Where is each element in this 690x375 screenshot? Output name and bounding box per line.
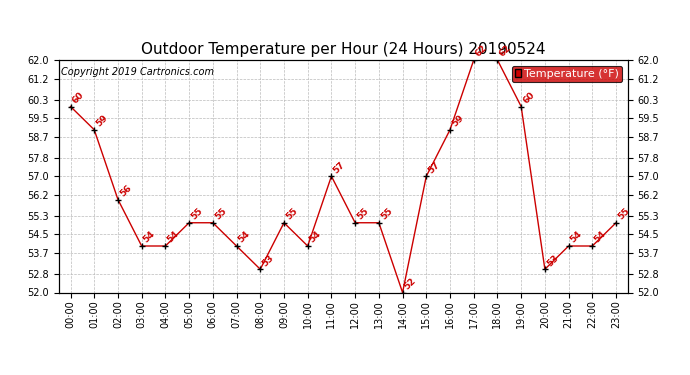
Text: 62: 62: [474, 44, 489, 59]
Text: 59: 59: [450, 113, 465, 129]
Text: 53: 53: [545, 253, 560, 268]
Text: 57: 57: [331, 160, 346, 175]
Text: 55: 55: [284, 206, 299, 222]
Text: 55: 55: [355, 206, 371, 222]
Text: 59: 59: [95, 113, 110, 129]
Text: 55: 55: [189, 206, 204, 222]
Legend: Temperature (°F): Temperature (°F): [512, 66, 622, 82]
Text: 54: 54: [141, 230, 157, 245]
Text: 55: 55: [379, 206, 394, 222]
Text: 54: 54: [166, 230, 181, 245]
Text: 54: 54: [592, 230, 608, 245]
Title: Outdoor Temperature per Hour (24 Hours) 20190524: Outdoor Temperature per Hour (24 Hours) …: [141, 42, 546, 57]
Text: 57: 57: [426, 160, 442, 175]
Text: Copyright 2019 Cartronics.com: Copyright 2019 Cartronics.com: [61, 67, 215, 77]
Text: 62: 62: [497, 44, 513, 59]
Text: 52: 52: [402, 276, 417, 291]
Text: 60: 60: [521, 90, 536, 105]
Text: 56: 56: [118, 183, 133, 198]
Text: 54: 54: [308, 230, 323, 245]
Text: 54: 54: [569, 230, 584, 245]
Text: 55: 55: [213, 206, 228, 222]
Text: 55: 55: [616, 206, 631, 222]
Text: 60: 60: [70, 90, 86, 105]
Text: 54: 54: [237, 230, 252, 245]
Text: 53: 53: [260, 253, 275, 268]
